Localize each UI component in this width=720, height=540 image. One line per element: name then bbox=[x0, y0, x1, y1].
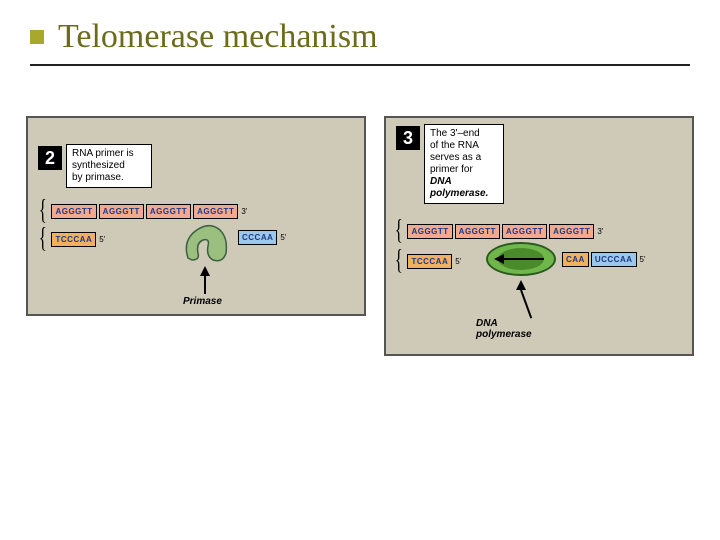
seq3-top-1: AGGGTT bbox=[455, 224, 500, 239]
end-top-2: 3' bbox=[241, 207, 247, 216]
seq3-mid: CAA bbox=[562, 252, 589, 267]
bottom-mid-3: CAA UCCCAA 5' bbox=[562, 252, 646, 267]
seq-top-1: AGGGTT bbox=[99, 204, 144, 219]
panels-container: 2 RNA primer is synthesized by primase. … bbox=[0, 66, 720, 356]
title-row: Telomerase mechanism bbox=[0, 0, 720, 56]
end-top-3: 3' bbox=[597, 227, 603, 236]
arrow-stem bbox=[204, 276, 206, 294]
dnap-l1: DNA bbox=[476, 318, 498, 329]
caption2-l1: RNA primer is bbox=[72, 148, 134, 159]
dnap-l2: polymerase bbox=[476, 329, 532, 340]
arrow-up-icon bbox=[200, 266, 210, 276]
curly-brace-icon: { bbox=[395, 222, 403, 240]
caption-step-3: The 3'–end of the RNA serves as a primer… bbox=[424, 124, 504, 204]
arrow-h-stem bbox=[504, 258, 544, 260]
bottom-strand-3: { TCCCAA 5' bbox=[392, 252, 461, 270]
panel-step-3: 3 The 3'–end of the RNA serves as a prim… bbox=[384, 116, 694, 356]
seq-top-0: AGGGTT bbox=[51, 204, 96, 219]
caption2-l3: by primase. bbox=[72, 172, 124, 183]
end-br-2: 5' bbox=[280, 233, 286, 242]
page-title: Telomerase mechanism bbox=[58, 18, 378, 56]
c3-l1: The 3'–end bbox=[430, 128, 480, 139]
panel-step-2: 2 RNA primer is synthesized by primase. … bbox=[26, 116, 366, 316]
curly-brace-icon: { bbox=[39, 202, 47, 220]
c3-l5: DNA bbox=[430, 176, 452, 187]
step-badge-2: 2 bbox=[38, 146, 62, 170]
arrow-up-icon bbox=[516, 280, 526, 290]
top-strand-3: { AGGGTT AGGGTT AGGGTT AGGGTT 3' bbox=[392, 222, 603, 240]
seq-top-3: AGGGTT bbox=[193, 204, 238, 219]
seq-bot-left: TCCCAA bbox=[51, 232, 96, 247]
title-bullet bbox=[30, 30, 44, 44]
end3-br: 5' bbox=[640, 255, 646, 264]
end-bl-2: 5' bbox=[99, 235, 105, 244]
seq3-top-3: AGGGTT bbox=[549, 224, 594, 239]
primase-label: Primase bbox=[183, 296, 222, 307]
seq3-top-2: AGGGTT bbox=[502, 224, 547, 239]
c3-l4: primer for bbox=[430, 164, 473, 175]
c3-l3: serves as a bbox=[430, 152, 481, 163]
bottom-strand-left-2: { TCCCAA 5' bbox=[36, 230, 105, 248]
curly-brace-icon: { bbox=[39, 230, 47, 248]
curly-brace-icon: { bbox=[395, 252, 403, 270]
c3-l2: of the RNA bbox=[430, 140, 479, 151]
bottom-strand-right-2: CCCAA 5' bbox=[238, 230, 286, 245]
primase-icon bbox=[178, 218, 238, 268]
seq3-primer: UCCCAA bbox=[591, 252, 637, 267]
dnap-label: DNA polymerase bbox=[476, 318, 532, 340]
caption2-l2: synthesized bbox=[72, 160, 125, 171]
step-badge-3: 3 bbox=[396, 126, 420, 150]
c3-l6: polymerase. bbox=[430, 188, 488, 199]
end3-bl: 5' bbox=[455, 257, 461, 266]
seq3-bl: TCCCAA bbox=[407, 254, 452, 269]
arrow-left-icon bbox=[494, 254, 504, 264]
caption-step-2: RNA primer is synthesized by primase. bbox=[66, 144, 152, 188]
seq-primer: CCCAA bbox=[238, 230, 277, 245]
seq-top-2: AGGGTT bbox=[146, 204, 191, 219]
seq3-top-0: AGGGTT bbox=[407, 224, 452, 239]
arrow-stem-3 bbox=[520, 290, 532, 319]
